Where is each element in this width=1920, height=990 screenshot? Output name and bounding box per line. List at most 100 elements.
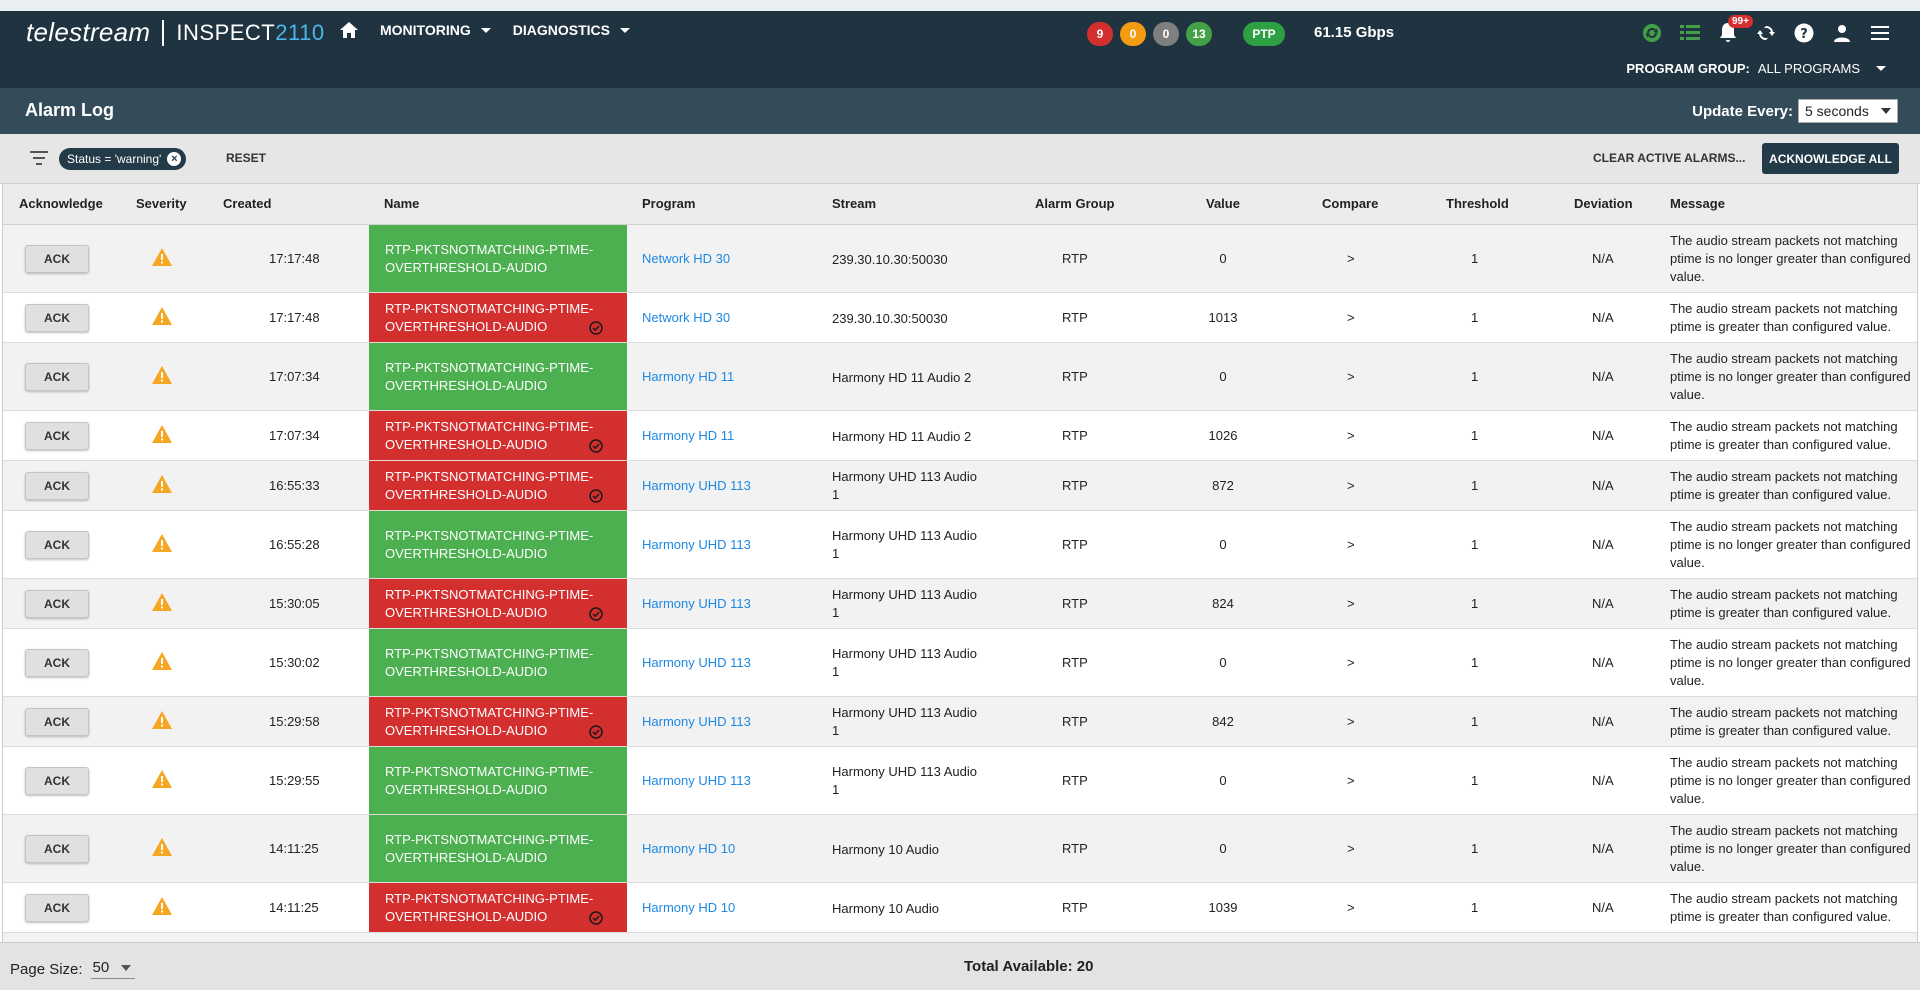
- header-actions: 99+ ?: [1640, 15, 1892, 45]
- program-link[interactable]: Harmony UHD 113: [642, 596, 751, 611]
- clear-active-alarms-button[interactable]: CLEAR ACTIVE ALARMS...: [1593, 151, 1746, 165]
- program-link[interactable]: Harmony UHD 113: [642, 655, 751, 670]
- nav-monitoring-label: MONITORING: [380, 22, 471, 38]
- nav-diagnostics[interactable]: DIAGNOSTICS: [513, 22, 630, 38]
- notification-count-badge: 99+: [1728, 15, 1753, 28]
- ok-count-badge[interactable]: 13: [1186, 22, 1212, 46]
- program-link[interactable]: Harmony HD 11: [642, 369, 735, 384]
- ack-button[interactable]: ACK: [25, 422, 89, 450]
- brand-name: telestream: [26, 17, 151, 47]
- table-header: Acknowledge Severity Created Name Progra…: [3, 184, 1917, 225]
- sync-status-icon[interactable]: [1640, 21, 1664, 45]
- table-row[interactable]: ACK 17:07:34 RTP-PKTSNOTMATCHING-PTIME- OVE…: [3, 411, 1917, 461]
- program-link[interactable]: Harmony UHD 113: [642, 537, 751, 552]
- col-acknowledge[interactable]: Acknowledge: [19, 196, 103, 211]
- col-message[interactable]: Message: [1670, 196, 1725, 211]
- ack-button[interactable]: ACK: [25, 894, 89, 922]
- home-icon[interactable]: [340, 22, 358, 38]
- created-time: 15:30:02: [269, 655, 320, 670]
- table-row[interactable]: ACK 16:55:28 RTP-PKTSNOTMATCHING-PTIME- OVE…: [3, 511, 1917, 579]
- bell-icon[interactable]: 99+: [1716, 15, 1753, 45]
- table-row[interactable]: [3, 933, 1917, 942]
- program-link[interactable]: Harmony HD 10: [642, 900, 736, 915]
- filter-icon[interactable]: [30, 151, 48, 170]
- compare-operator: >: [1347, 537, 1355, 552]
- table-row[interactable]: ACK 17:07:34 RTP-PKTSNOTMATCHING-PTIME- OVE…: [3, 343, 1917, 411]
- col-alarm-group[interactable]: Alarm Group: [1035, 196, 1115, 211]
- close-icon[interactable]: ×: [167, 152, 182, 166]
- ack-button[interactable]: ACK: [25, 649, 89, 677]
- nav-monitoring[interactable]: MONITORING: [380, 22, 491, 38]
- inactive-count-badge[interactable]: 0: [1153, 22, 1179, 46]
- acknowledge-all-button[interactable]: ACKNOWLEDGE ALL: [1762, 143, 1899, 174]
- deviation-value: N/A: [1592, 841, 1614, 856]
- program-link[interactable]: Network HD 30: [642, 310, 731, 325]
- program-link[interactable]: Harmony HD 11: [642, 428, 735, 443]
- warning-icon: [152, 425, 172, 448]
- ack-button[interactable]: ACK: [25, 590, 89, 618]
- ack-button[interactable]: ACK: [25, 304, 89, 332]
- alarm-name-line2: OVERTHRESHOLD-AUDIO: [385, 546, 548, 561]
- program-link[interactable]: Harmony UHD 113: [642, 478, 751, 493]
- warning-icon: [152, 838, 172, 861]
- table-row[interactable]: ACK 15:30:05 RTP-PKTSNOTMATCHING-PTIME- OVE…: [3, 579, 1917, 629]
- program-group-selector[interactable]: PROGRAM GROUP: ALL PROGRAMS: [1626, 61, 1886, 76]
- table-row[interactable]: ACK 15:30:02 RTP-PKTSNOTMATCHING-PTIME- OVE…: [3, 629, 1917, 697]
- table-row[interactable]: ACK 16:55:33 RTP-PKTSNOTMATCHING-PTIME- OVE…: [3, 461, 1917, 511]
- created-time: 16:55:33: [269, 478, 320, 493]
- col-stream[interactable]: Stream: [832, 196, 877, 211]
- threshold-value: 1: [1471, 428, 1479, 443]
- warning-icon: [152, 897, 172, 920]
- col-program[interactable]: Program: [642, 196, 696, 211]
- col-created[interactable]: Created: [223, 196, 272, 211]
- col-name[interactable]: Name: [384, 196, 420, 211]
- program-link[interactable]: Harmony UHD 113: [642, 714, 751, 729]
- col-deviation[interactable]: Deviation: [1574, 196, 1633, 211]
- col-threshold[interactable]: Threshold: [1446, 196, 1509, 211]
- col-severity[interactable]: Severity: [136, 196, 187, 211]
- ack-button[interactable]: ACK: [25, 708, 89, 736]
- col-value[interactable]: Value: [1206, 196, 1240, 211]
- deviation-value: N/A: [1592, 369, 1614, 384]
- table-row[interactable]: ACK 17:17:48 RTP-PKTSNOTMATCHING-PTIME- OVE…: [3, 225, 1917, 293]
- brand-logo[interactable]: telestream INSPECT 2110: [26, 17, 325, 48]
- status-filter-chip[interactable]: Status = 'warning' ×: [59, 148, 187, 170]
- refresh-icon[interactable]: [1754, 21, 1778, 45]
- deviation-value: N/A: [1592, 900, 1614, 915]
- created-time: 15:30:05: [269, 596, 320, 611]
- table-row[interactable]: ACK 15:29:58 RTP-PKTSNOTMATCHING-PTIME- OVE…: [3, 697, 1917, 747]
- reset-button[interactable]: RESET: [226, 151, 267, 165]
- update-interval-select[interactable]: 5 seconds: [1798, 99, 1898, 123]
- warning-count-badge[interactable]: 0: [1120, 22, 1146, 46]
- ack-button[interactable]: ACK: [25, 245, 89, 273]
- compare-operator: >: [1347, 369, 1355, 384]
- menu-icon[interactable]: [1868, 21, 1892, 45]
- stream-line1: Harmony UHD 113 Audio: [832, 764, 977, 779]
- list-view-icon[interactable]: [1678, 21, 1702, 45]
- table-row[interactable]: ACK 17:17:48 RTP-PKTSNOTMATCHING-PTIME- OVE…: [3, 293, 1917, 343]
- table-row[interactable]: ACK 15:29:55 RTP-PKTSNOTMATCHING-PTIME- OVE…: [3, 747, 1917, 815]
- table-row[interactable]: ACK 14:11:25 RTP-PKTSNOTMATCHING-PTIME- OVE…: [3, 815, 1917, 883]
- ack-button[interactable]: ACK: [25, 835, 89, 863]
- col-compare[interactable]: Compare: [1322, 196, 1379, 211]
- table-footer: Page Size: 50 Total Available: 20: [0, 942, 1920, 990]
- ack-button[interactable]: ACK: [25, 531, 89, 559]
- alarm-name-cell: RTP-PKTSNOTMATCHING-PTIME- OVERTHRESHOLD-…: [369, 697, 627, 746]
- stream-line1: Harmony 10 Audio: [832, 842, 939, 857]
- ack-button[interactable]: ACK: [25, 767, 89, 795]
- program-link[interactable]: Network HD 30: [642, 251, 731, 266]
- threshold-value: 1: [1471, 714, 1479, 729]
- help-icon[interactable]: ?: [1792, 21, 1816, 45]
- ack-button[interactable]: ACK: [25, 363, 89, 391]
- program-link[interactable]: Harmony UHD 113: [642, 773, 751, 788]
- user-icon[interactable]: [1830, 21, 1854, 45]
- critical-count-badge[interactable]: 9: [1087, 22, 1113, 46]
- ptp-badge[interactable]: PTP: [1243, 22, 1285, 46]
- threshold-value: 1: [1471, 655, 1479, 670]
- ack-button[interactable]: ACK: [25, 472, 89, 500]
- page-size-select[interactable]: 50: [90, 959, 136, 979]
- alarm-message: The audio stream packets not matching pt…: [1670, 587, 1898, 620]
- deviation-value: N/A: [1592, 773, 1614, 788]
- table-row[interactable]: ACK 14:11:25 RTP-PKTSNOTMATCHING-PTIME- OVE…: [3, 883, 1917, 933]
- program-link[interactable]: Harmony HD 10: [642, 841, 736, 856]
